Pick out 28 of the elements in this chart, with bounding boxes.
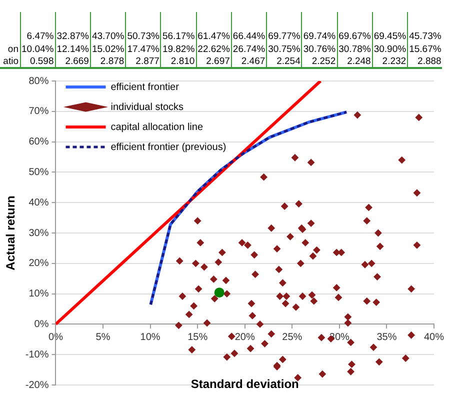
y-tick-label: 50% <box>28 166 49 178</box>
legend-label: individual stocks <box>110 102 184 113</box>
x-tick-label: 0% <box>48 332 64 343</box>
y-tick-label: 40% <box>28 197 49 208</box>
y-tick-label: 70% <box>28 106 49 118</box>
text: 6.47% 32.87% 43.70% 50.73% 56.17% 61.47% 66.44% 69.77% 69.74% 69.67% 69.45% 45.73% <box>26 31 442 42</box>
y-tick-label: 80% <box>28 76 49 87</box>
x-tick-label: 25% <box>282 332 302 343</box>
text: on 10.04% 12.14% 15.02% 17.47% 19.82% 22.62% 26.74% 30.75% 30.76% 30.78% 30.90% 15.67% <box>8 44 442 55</box>
x-axis-title: Standard deviation <box>190 377 299 391</box>
x-tick-label: 35% <box>376 332 397 343</box>
y-tick-label: 0% <box>34 318 49 330</box>
y-tick-label: -20% <box>25 380 49 391</box>
y-tick-label: 60% <box>28 136 49 148</box>
legend-label: capital allocation line <box>110 122 204 133</box>
y-axis-title: Actual return <box>4 196 18 270</box>
x-tick-label: 15% <box>188 332 208 343</box>
x-tick-label: 20% <box>234 332 255 343</box>
x-tick-label: 10% <box>140 332 160 343</box>
y-tick-label: 20% <box>28 258 49 270</box>
y-tick-label: 10% <box>28 288 49 300</box>
y-tick-label: -10% <box>25 349 49 360</box>
y-tick-label: 30% <box>28 228 49 239</box>
text: atio 0.598 2.669 2.878 2.877 2.810 2.697 2.467 2.254 2.252 2.248 2.232 2.888 <box>3 56 442 67</box>
x-tick-label: 40% <box>424 332 444 343</box>
x-tick-label: 5% <box>96 332 110 343</box>
legend-label: efficient frontier <box>110 82 180 93</box>
legend-label: efficient frontier (previous) <box>110 142 226 153</box>
